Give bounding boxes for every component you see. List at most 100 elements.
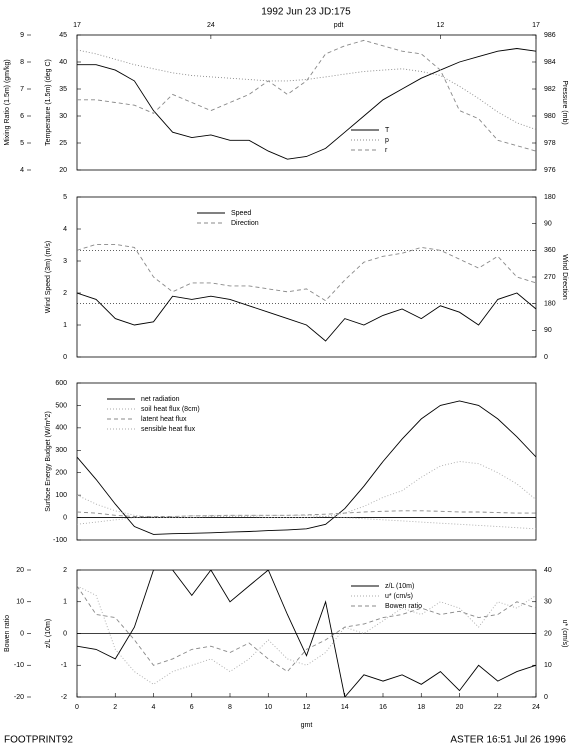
- y3-tick-label: 0: [20, 630, 24, 637]
- series-line: [77, 510, 536, 517]
- y2-tick-label: 20: [544, 630, 552, 637]
- y2-tick-label: 90: [544, 327, 552, 334]
- y-tick-label: 0: [63, 354, 67, 361]
- y2-tick-label: 180: [544, 301, 556, 308]
- footer-right: ASTER 16:51 Jul 26 1996: [450, 735, 566, 746]
- y-axis-label: Temperature (1.5m) (deg C): [45, 59, 52, 146]
- y-tick-label: 100: [55, 492, 67, 499]
- y2-tick-label: 978: [544, 140, 556, 147]
- x-tick-label: 0: [75, 704, 79, 711]
- y3-tick-label: 9: [20, 32, 24, 39]
- y-tick-label: 1: [63, 322, 67, 329]
- legend-label: sensible heat flux: [141, 426, 196, 433]
- y2-tick-label: 982: [544, 86, 556, 93]
- legend-label: z/L (10m): [385, 583, 414, 590]
- y2-tick-label: 0: [544, 694, 548, 701]
- x-tick-label: 10: [264, 704, 272, 711]
- y-axis-label: Wind Speed (3m) (m/s): [45, 241, 52, 313]
- y3-tick-label: 6: [20, 113, 24, 120]
- series-line: [77, 48, 536, 160]
- x-tick-label: 24: [532, 704, 540, 711]
- x-tick-label: 12: [303, 704, 311, 711]
- legend-label: T: [385, 127, 390, 134]
- y-tick-label: 2: [63, 567, 67, 574]
- y2-axis-label: u* (cm/s): [561, 620, 568, 648]
- y3-tick-label: 20: [16, 567, 24, 574]
- x-axis-label: gmt: [301, 722, 313, 729]
- y2-axis-label: Pressure (mb): [561, 80, 568, 124]
- legend-label: latent heat flux: [141, 416, 187, 423]
- legend-label: net radiation: [141, 396, 180, 403]
- footer-left: FOOTPRINT92: [4, 735, 73, 746]
- x-tick-label: 16: [379, 704, 387, 711]
- panel-frame: [76, 382, 537, 541]
- legend-label: u* (cm/s): [385, 593, 413, 600]
- y-tick-label: 25: [59, 140, 67, 147]
- x-tick-label: 6: [190, 704, 194, 711]
- y2-tick-label: 10: [544, 662, 552, 669]
- panel-frame: [76, 34, 537, 171]
- y3-tick-label: 8: [20, 59, 24, 66]
- y-tick-label: -2: [61, 694, 67, 701]
- series-line: [77, 585, 536, 673]
- series-line: [77, 400, 536, 535]
- x2-tick-label: 12: [436, 22, 444, 29]
- y2-tick-label: 984: [544, 59, 556, 66]
- y-tick-label: 400: [55, 425, 67, 432]
- y-tick-label: 20: [59, 167, 67, 174]
- y-tick-label: -100: [53, 537, 67, 544]
- y-axis-label: z/L (10m): [45, 619, 52, 648]
- series-line: [77, 570, 536, 697]
- y2-tick-label: 980: [544, 113, 556, 120]
- y-tick-label: 3: [63, 258, 67, 265]
- y-tick-label: 40: [59, 59, 67, 66]
- y-tick-label: 5: [63, 194, 67, 201]
- series-line: [77, 292, 536, 342]
- series-line: [77, 39, 536, 152]
- y-tick-label: 45: [59, 32, 67, 39]
- y-tick-label: 35: [59, 86, 67, 93]
- x-tick-label: 8: [228, 704, 232, 711]
- figure-title: 1992 Jun 23 JD:175: [261, 7, 351, 18]
- y3-tick-label: 10: [16, 599, 24, 606]
- y-tick-label: 500: [55, 402, 67, 409]
- panel-frame: [76, 196, 537, 358]
- y2-tick-label: 180: [544, 194, 556, 201]
- y3-tick-label: 4: [20, 167, 24, 174]
- series-line: [77, 461, 536, 519]
- y2-tick-label: 40: [544, 567, 552, 574]
- y2-tick-label: 986: [544, 32, 556, 39]
- x2-tick-label: 17: [73, 22, 81, 29]
- y2-tick-label: 976: [544, 167, 556, 174]
- x-tick-label: 18: [417, 704, 425, 711]
- x-tick-label: 2: [113, 704, 117, 711]
- x2-axis-label: pdt: [334, 22, 344, 29]
- y-tick-label: -1: [61, 662, 67, 669]
- x2-tick-label: 17: [532, 22, 540, 29]
- y-tick-label: 600: [55, 380, 67, 387]
- legend-label: Speed: [231, 210, 251, 217]
- legend-label: p: [385, 137, 389, 144]
- y2-tick-label: 90: [544, 221, 552, 228]
- y2-tick-label: 360: [544, 247, 556, 254]
- series-line: [77, 49, 536, 130]
- x-tick-label: 14: [341, 704, 349, 711]
- legend-label: r: [385, 147, 388, 154]
- y3-axis-label: Bowen ratio: [4, 615, 11, 652]
- y-tick-label: 300: [55, 447, 67, 454]
- y-tick-label: 200: [55, 470, 67, 477]
- y-tick-label: 4: [63, 226, 67, 233]
- y2-axis-label: Wind Direction: [561, 254, 568, 300]
- x-tick-label: 20: [456, 704, 464, 711]
- y-axis-label: Surface Energy Budget (W/m^2): [45, 411, 52, 512]
- y3-tick-label: 5: [20, 140, 24, 147]
- series-line: [77, 243, 536, 302]
- y-tick-label: 1: [63, 599, 67, 606]
- y-tick-label: 2: [63, 290, 67, 297]
- y-tick-label: 0: [63, 514, 67, 521]
- y3-tick-label: -10: [14, 662, 24, 669]
- y-tick-label: 30: [59, 113, 67, 120]
- y2-tick-label: 270: [544, 274, 556, 281]
